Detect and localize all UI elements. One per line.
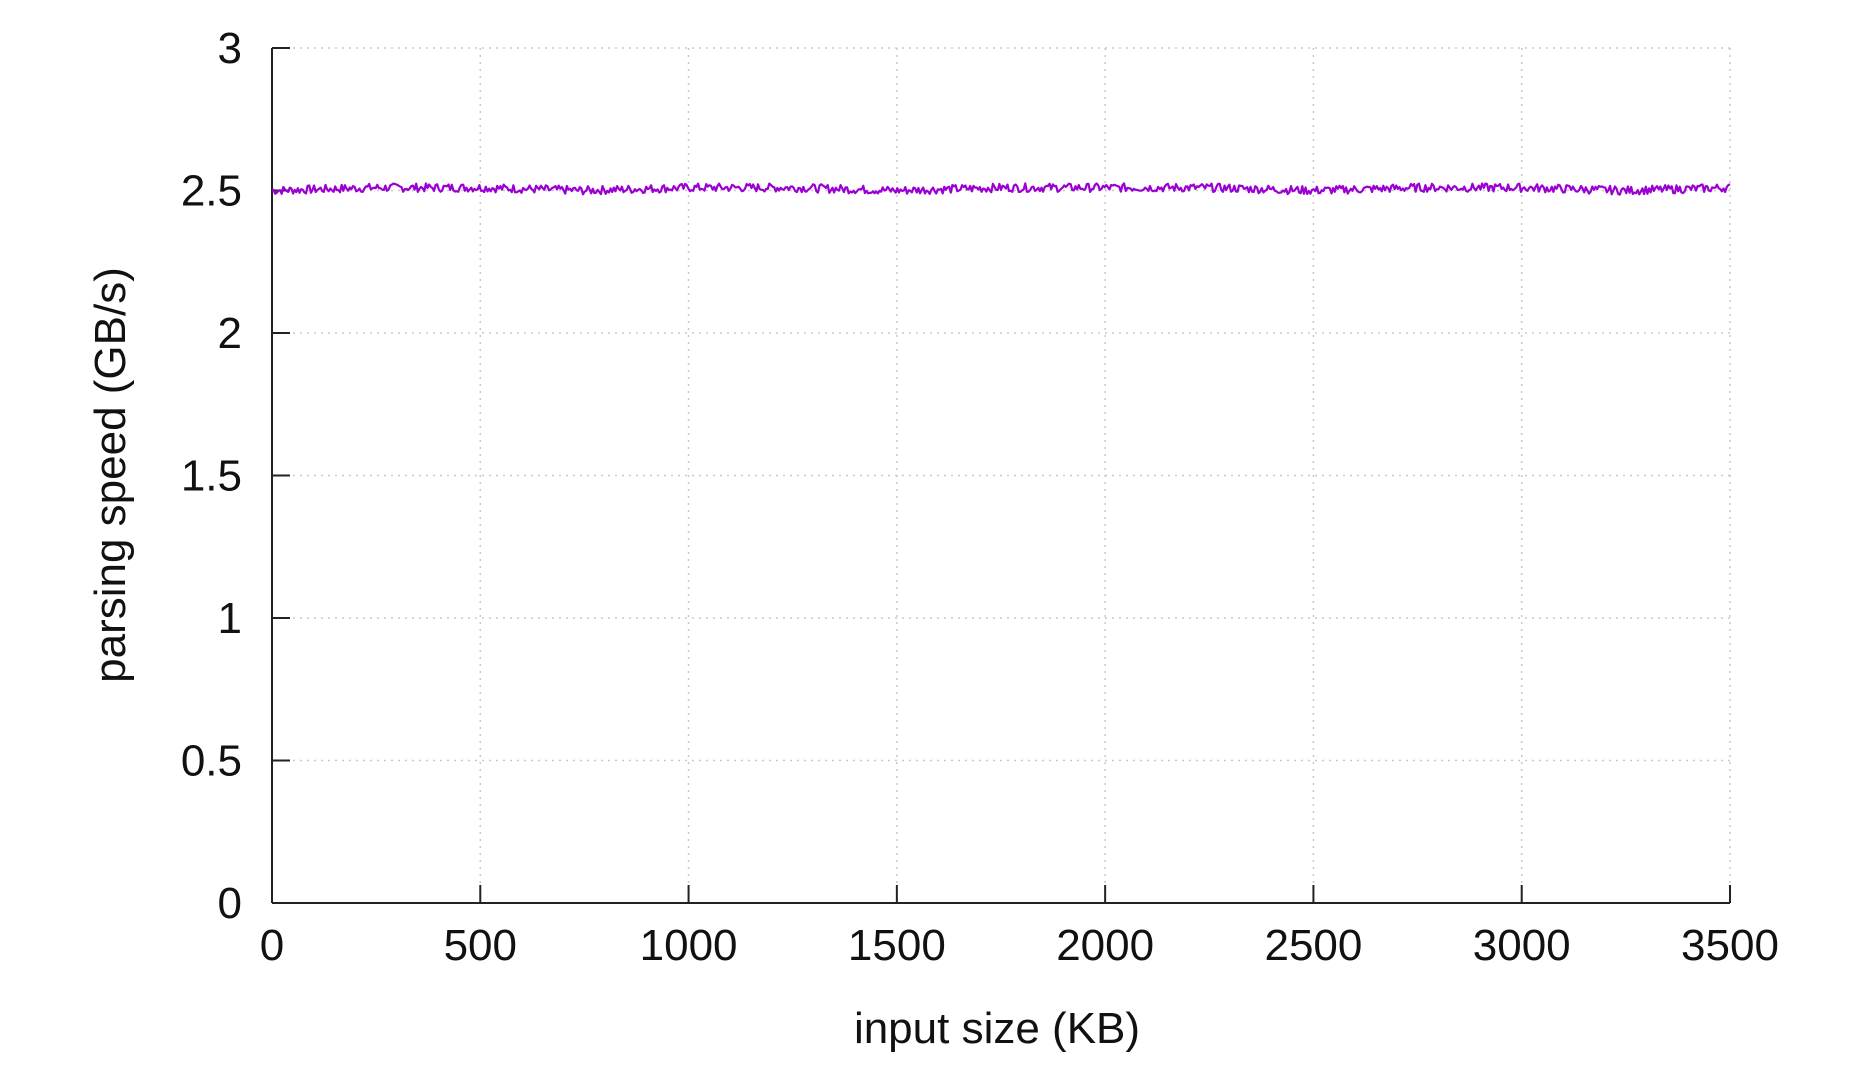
x-tick-label: 3500 xyxy=(1681,921,1779,970)
parsing-speed-series-line xyxy=(271,182,1731,196)
y-tick-label: 3 xyxy=(218,24,242,73)
y-axis-label: parsing speed (GB/s) xyxy=(86,267,135,683)
x-tick-label: 1000 xyxy=(640,921,738,970)
tick-labels: 0 500 1000 1500 2000 2500 3000 3500 0 0.5 1 1.5 2 2.5… xyxy=(181,24,1779,970)
y-tick-label: 1 xyxy=(218,594,242,643)
x-tick-label: 3000 xyxy=(1473,921,1571,970)
x-axis-label: input size (KB) xyxy=(854,1004,1140,1053)
grid-lines xyxy=(271,47,1731,904)
x-tick-label: 2000 xyxy=(1056,921,1154,970)
y-tick-label: 1.5 xyxy=(181,452,242,501)
x-tick-label: 500 xyxy=(444,921,517,970)
y-tick-label: 0 xyxy=(218,879,242,928)
series-lines xyxy=(271,182,1731,196)
y-tick-label: 0.5 xyxy=(181,737,242,786)
x-tick-label: 2500 xyxy=(1264,921,1362,970)
y-tick-label: 2.5 xyxy=(181,167,242,216)
x-tick-label: 0 xyxy=(260,921,284,970)
y-tick-label: 2 xyxy=(218,309,242,358)
x-tick-label: 1500 xyxy=(848,921,946,970)
